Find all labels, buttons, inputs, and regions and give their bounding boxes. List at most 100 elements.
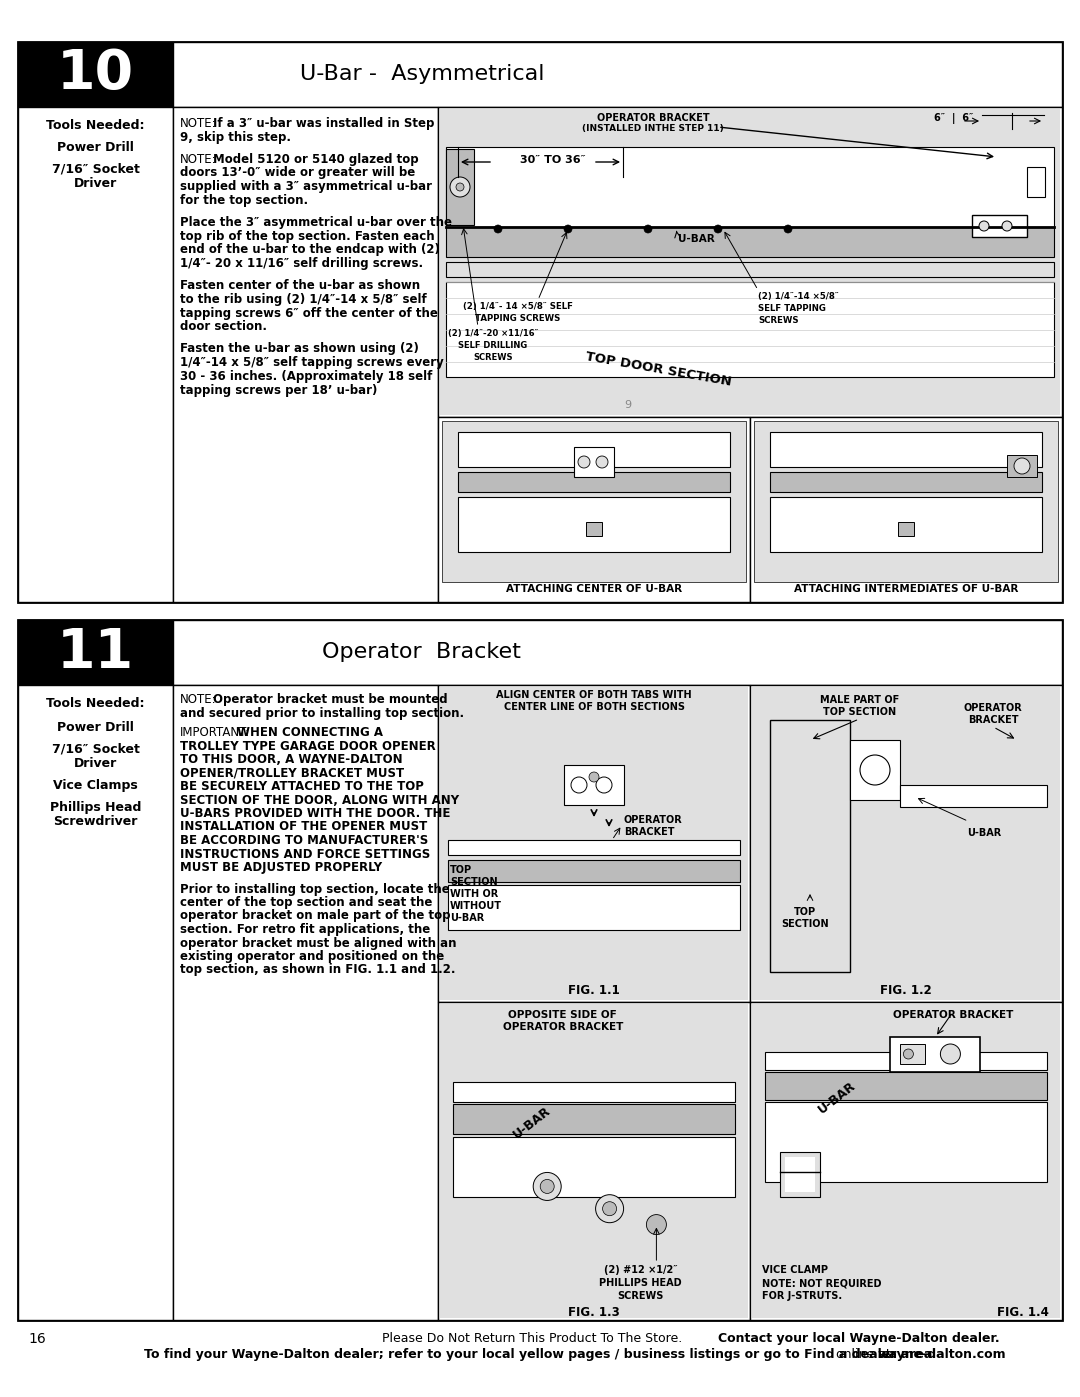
Text: existing operator and positioned on the: existing operator and positioned on the (180, 950, 444, 963)
Text: Power Drill: Power Drill (57, 141, 134, 154)
Text: Driver: Driver (73, 177, 117, 190)
Text: TOP SECTION: TOP SECTION (823, 707, 895, 717)
Text: tapping screws per 18’ u-bar): tapping screws per 18’ u-bar) (180, 384, 377, 397)
Bar (446, 226, 1054, 257)
Bar (448, 886, 740, 930)
Text: operator bracket must be aligned with an: operator bracket must be aligned with an (180, 936, 457, 950)
Text: 30 - 36 inches. (Approximately 18 self: 30 - 36 inches. (Approximately 18 self (180, 370, 432, 383)
Bar (1007, 455, 1037, 476)
Bar (18, 620, 173, 685)
Text: INSTRUCTIONS AND FORCE SETTINGS: INSTRUCTIONS AND FORCE SETTINGS (180, 848, 430, 861)
Circle shape (714, 225, 723, 233)
Bar (18, 42, 1062, 602)
Bar (765, 1071, 1047, 1099)
Circle shape (1014, 458, 1030, 474)
Text: Power Drill: Power Drill (57, 721, 134, 733)
Circle shape (1002, 221, 1012, 231)
Bar (897, 522, 914, 536)
Text: and secured prior to installing top section.: and secured prior to installing top sect… (180, 707, 464, 719)
Bar (446, 147, 1054, 226)
Text: U-BARS PROVIDED WITH THE DOOR. THE: U-BARS PROVIDED WITH THE DOOR. THE (180, 807, 450, 820)
Bar (446, 263, 1054, 277)
Bar (438, 685, 750, 1002)
Bar (18, 620, 1062, 1320)
Bar (765, 1052, 1047, 1070)
Text: NOTE:: NOTE: (180, 693, 217, 705)
Bar (770, 719, 850, 972)
Text: SCREWS: SCREWS (473, 353, 513, 362)
Text: Fasten center of the u-bar as shown: Fasten center of the u-bar as shown (180, 279, 420, 292)
Text: SCREWS: SCREWS (618, 1291, 664, 1301)
Bar (752, 1004, 1059, 1317)
Text: Please Do Not Return This Product To The Store.: Please Do Not Return This Product To The… (382, 1331, 698, 1345)
Text: OPENER/TROLLEY BRACKET MUST: OPENER/TROLLEY BRACKET MUST (180, 767, 404, 780)
Text: MUST BE ADJUSTED PROPERLY: MUST BE ADJUSTED PROPERLY (180, 861, 382, 875)
Bar (901, 1044, 926, 1065)
Text: Operator bracket must be mounted: Operator bracket must be mounted (213, 693, 447, 705)
Circle shape (589, 773, 599, 782)
Bar (754, 420, 1058, 583)
Text: Place the 3″ asymmetrical u-bar over the: Place the 3″ asymmetrical u-bar over the (180, 215, 453, 229)
Text: wayne-dalton.com: wayne-dalton.com (878, 1348, 1007, 1361)
Bar (453, 1104, 735, 1134)
Circle shape (494, 225, 502, 233)
Text: SELF DRILLING: SELF DRILLING (458, 341, 528, 351)
Text: ATTACHING INTERMEDIATES OF U-BAR: ATTACHING INTERMEDIATES OF U-BAR (794, 584, 1018, 594)
Text: end of the u-bar to the endcap with (2): end of the u-bar to the endcap with (2) (180, 243, 440, 257)
Bar (438, 416, 750, 602)
Text: for the top section.: for the top section. (180, 194, 308, 207)
Circle shape (595, 1194, 623, 1222)
Text: 7/16″ Socket: 7/16″ Socket (52, 743, 139, 756)
Circle shape (578, 455, 590, 468)
Text: VICE CLAMP: VICE CLAMP (762, 1266, 828, 1275)
Text: top section, as shown in FIG. 1.1 and 1.2.: top section, as shown in FIG. 1.1 and 1.… (180, 964, 456, 977)
Text: CENTER LINE OF BOTH SECTIONS: CENTER LINE OF BOTH SECTIONS (503, 703, 685, 712)
Text: U-BAR: U-BAR (511, 1104, 553, 1141)
Text: Prior to installing top section, locate the: Prior to installing top section, locate … (180, 883, 449, 895)
Text: SECTION OF THE DOOR, ALONG WITH ANY: SECTION OF THE DOOR, ALONG WITH ANY (180, 793, 459, 806)
Circle shape (571, 777, 588, 793)
Circle shape (596, 777, 612, 793)
Text: OPERATOR BRACKET: OPERATOR BRACKET (892, 1010, 1013, 1020)
Bar (770, 432, 1042, 467)
Text: 1/4″-14 x 5/8″ self tapping screws every: 1/4″-14 x 5/8″ self tapping screws every (180, 356, 444, 369)
Circle shape (603, 1201, 617, 1215)
Bar (173, 685, 438, 1320)
Text: section. For retro fit applications, the: section. For retro fit applications, the (180, 923, 430, 936)
Text: TO THIS DOOR, A WAYNE-DALTON: TO THIS DOOR, A WAYNE-DALTON (180, 753, 403, 766)
Text: U-BAR: U-BAR (967, 827, 1001, 838)
Bar (448, 840, 740, 855)
Text: Driver: Driver (73, 757, 117, 770)
Bar (18, 42, 173, 108)
Text: operator bracket on male part of the top: operator bracket on male part of the top (180, 909, 450, 922)
Circle shape (903, 1049, 914, 1059)
Text: TROLLEY TYPE GARAGE DOOR OPENER: TROLLEY TYPE GARAGE DOOR OPENER (180, 739, 435, 753)
Text: SECTION: SECTION (450, 877, 498, 887)
Text: OPPOSITE SIDE OF: OPPOSITE SIDE OF (509, 1010, 617, 1020)
Bar (765, 1102, 1047, 1182)
Text: 7/16″ Socket: 7/16″ Socket (52, 163, 139, 176)
Circle shape (941, 1044, 960, 1065)
Bar (750, 416, 1062, 602)
Bar (453, 1083, 735, 1102)
Text: BRACKET: BRACKET (968, 715, 1018, 725)
Circle shape (978, 221, 989, 231)
Circle shape (647, 1214, 666, 1235)
Text: BE ACCORDING TO MANUFACTURER'S: BE ACCORDING TO MANUFACTURER'S (180, 834, 429, 847)
Text: OPERATOR: OPERATOR (624, 814, 683, 826)
Text: top rib of the top section. Fasten each: top rib of the top section. Fasten each (180, 229, 434, 243)
Text: WITH OR: WITH OR (450, 888, 498, 900)
Text: IMPORTANT:: IMPORTANT: (180, 726, 251, 739)
Text: NOTE:: NOTE: (180, 152, 217, 166)
Text: TOP: TOP (794, 907, 816, 916)
Bar (438, 1002, 750, 1320)
Text: door section.: door section. (180, 320, 267, 334)
Circle shape (450, 177, 470, 197)
Bar (440, 1004, 748, 1317)
Text: TAPPING SCREWS: TAPPING SCREWS (475, 314, 561, 323)
Text: Tools Needed:: Tools Needed: (46, 119, 145, 131)
Circle shape (564, 225, 572, 233)
Text: U-BAR: U-BAR (816, 1078, 859, 1116)
Bar (446, 149, 474, 225)
Text: (2) 1/4″- 14 ×5/8″ SELF: (2) 1/4″- 14 ×5/8″ SELF (463, 302, 572, 312)
